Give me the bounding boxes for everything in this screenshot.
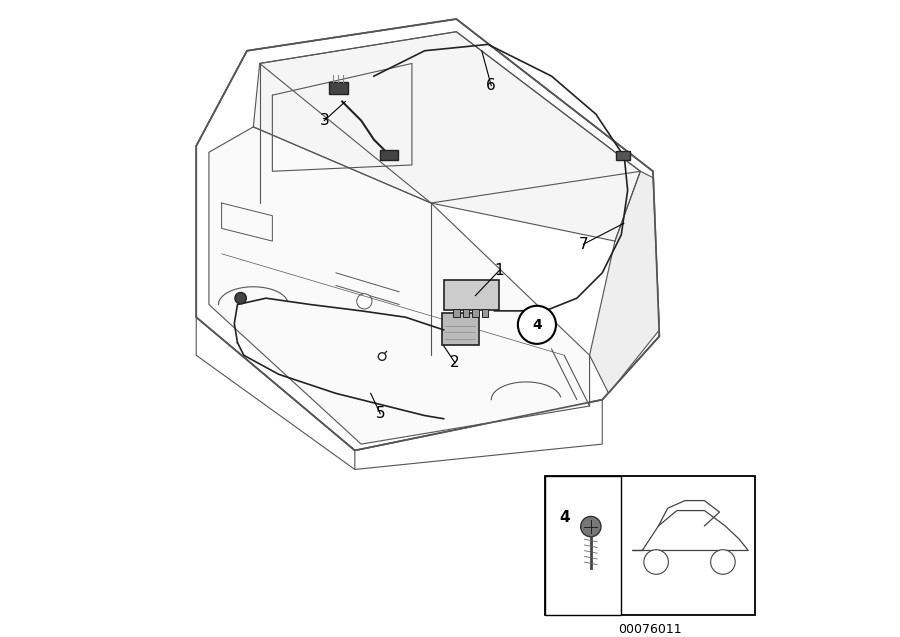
Bar xyxy=(616,151,630,160)
Bar xyxy=(472,309,479,317)
Bar xyxy=(454,309,460,317)
Circle shape xyxy=(711,550,735,575)
Text: 6: 6 xyxy=(486,78,496,93)
Bar xyxy=(545,476,620,615)
Text: 2: 2 xyxy=(450,355,460,370)
Circle shape xyxy=(580,517,601,537)
Polygon shape xyxy=(253,32,640,241)
Text: 4: 4 xyxy=(559,510,570,525)
Circle shape xyxy=(356,294,372,309)
Bar xyxy=(545,476,754,615)
Text: 1: 1 xyxy=(495,263,504,278)
Text: 3: 3 xyxy=(320,113,329,128)
Polygon shape xyxy=(209,127,590,444)
Text: 00076011: 00076011 xyxy=(618,623,681,636)
Bar xyxy=(380,150,398,160)
Bar xyxy=(444,280,500,310)
Bar xyxy=(463,309,469,317)
Polygon shape xyxy=(590,171,660,393)
Polygon shape xyxy=(633,511,748,550)
Circle shape xyxy=(518,306,556,344)
Text: 7: 7 xyxy=(579,237,588,252)
Polygon shape xyxy=(196,19,660,450)
Text: 5: 5 xyxy=(375,406,385,421)
Bar xyxy=(482,309,488,317)
Bar xyxy=(329,82,348,94)
Circle shape xyxy=(378,353,386,361)
Circle shape xyxy=(235,292,247,304)
Circle shape xyxy=(644,550,669,575)
Text: 4: 4 xyxy=(532,318,542,332)
Bar xyxy=(443,313,479,345)
